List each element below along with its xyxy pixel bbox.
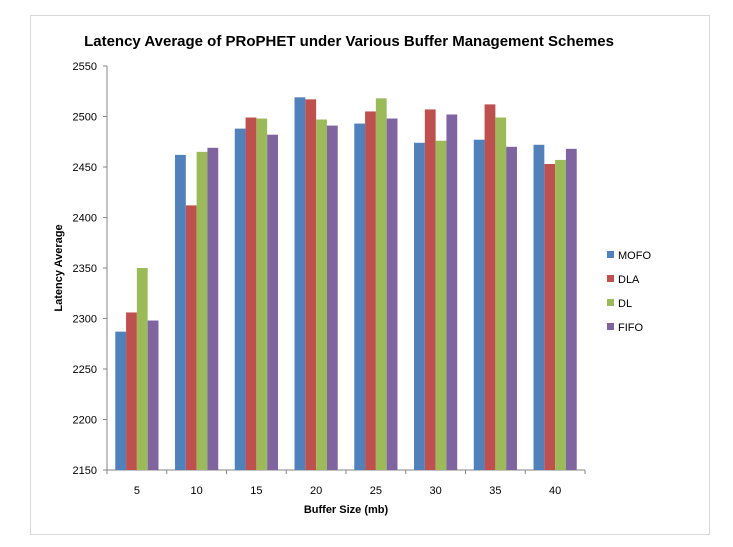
bar-dla-35	[484, 104, 496, 470]
bar-dla-40	[544, 163, 556, 470]
legend-label-dla: DLA	[618, 274, 640, 286]
x-tick-label: 15	[250, 485, 262, 497]
bar-mofo-25	[354, 123, 366, 470]
legend-swatch-mofo	[607, 251, 614, 258]
x-tick-label: 40	[549, 485, 561, 497]
plot-area: 2150 2200 2250 2300 2350 2400 2450 2500 2550 5 10 1…	[73, 61, 586, 497]
bar-fifo-25	[386, 118, 398, 471]
legend-label-fifo: FIFO	[618, 322, 643, 334]
bar-dla-30	[424, 109, 436, 471]
bar-fifo-10	[207, 147, 219, 470]
y-tick-label: 2550	[73, 61, 97, 73]
y-tick-label: 2350	[73, 263, 97, 275]
y-tick-label: 2450	[73, 162, 97, 174]
legend-swatch-dla	[607, 275, 614, 282]
y-tick-label: 2400	[73, 213, 97, 225]
bar-dla-5	[126, 312, 137, 470]
bar-mofo-35	[473, 139, 485, 471]
bar-mofo-40	[533, 144, 545, 470]
chart-title: Latency Average of PRoPHET under Various…	[84, 33, 614, 50]
bar-dla-20	[305, 99, 317, 470]
legend-swatch-dl	[607, 299, 614, 306]
y-axis-title: Latency Average	[53, 224, 65, 311]
x-axis-title: Buffer Size (mb)	[304, 504, 389, 516]
x-tick-label: 5	[134, 485, 140, 497]
y-tick-label: 2200	[73, 415, 97, 427]
bar-dl-20	[316, 119, 327, 470]
legend: MOFO DLA DL FIFO	[607, 250, 651, 334]
bar-dl-30	[435, 140, 447, 471]
bar-mofo-10	[175, 154, 186, 470]
bar-fifo-40	[565, 148, 577, 470]
bar-dl-10	[196, 151, 208, 470]
bar-mofo-5	[115, 331, 127, 470]
x-tick-label: 35	[489, 485, 501, 497]
bar-mofo-15	[234, 128, 246, 470]
bar-mofo-30	[414, 142, 425, 470]
x-tick-label: 10	[191, 485, 203, 497]
bar-fifo-20	[326, 125, 338, 470]
y-tick-label: 2150	[73, 465, 97, 477]
bar-dl-15	[256, 118, 268, 471]
y-tick-label: 2300	[73, 314, 97, 326]
bar-dl-25	[375, 98, 387, 470]
bar-fifo-35	[506, 146, 517, 471]
x-tick-label: 20	[310, 485, 322, 497]
bar-dla-15	[245, 117, 257, 470]
legend-label-mofo: MOFO	[618, 250, 651, 262]
x-tick-label: 25	[370, 485, 382, 497]
x-tick-label: 30	[430, 485, 442, 497]
bar-dl-5	[136, 268, 148, 470]
bar-mofo-20	[294, 97, 306, 470]
bar-dl-35	[495, 117, 507, 470]
y-tick-label: 2500	[73, 112, 97, 124]
bar-dla-10	[185, 205, 197, 470]
legend-swatch-fifo	[607, 323, 614, 330]
legend-label-dl: DL	[618, 298, 632, 310]
bar-dl-40	[555, 159, 566, 470]
bar-fifo-15	[267, 134, 278, 470]
bar-dla-25	[365, 111, 376, 470]
bar-fifo-5	[147, 320, 159, 470]
bar-fifo-30	[446, 114, 458, 470]
y-tick-label: 2250	[73, 364, 97, 376]
